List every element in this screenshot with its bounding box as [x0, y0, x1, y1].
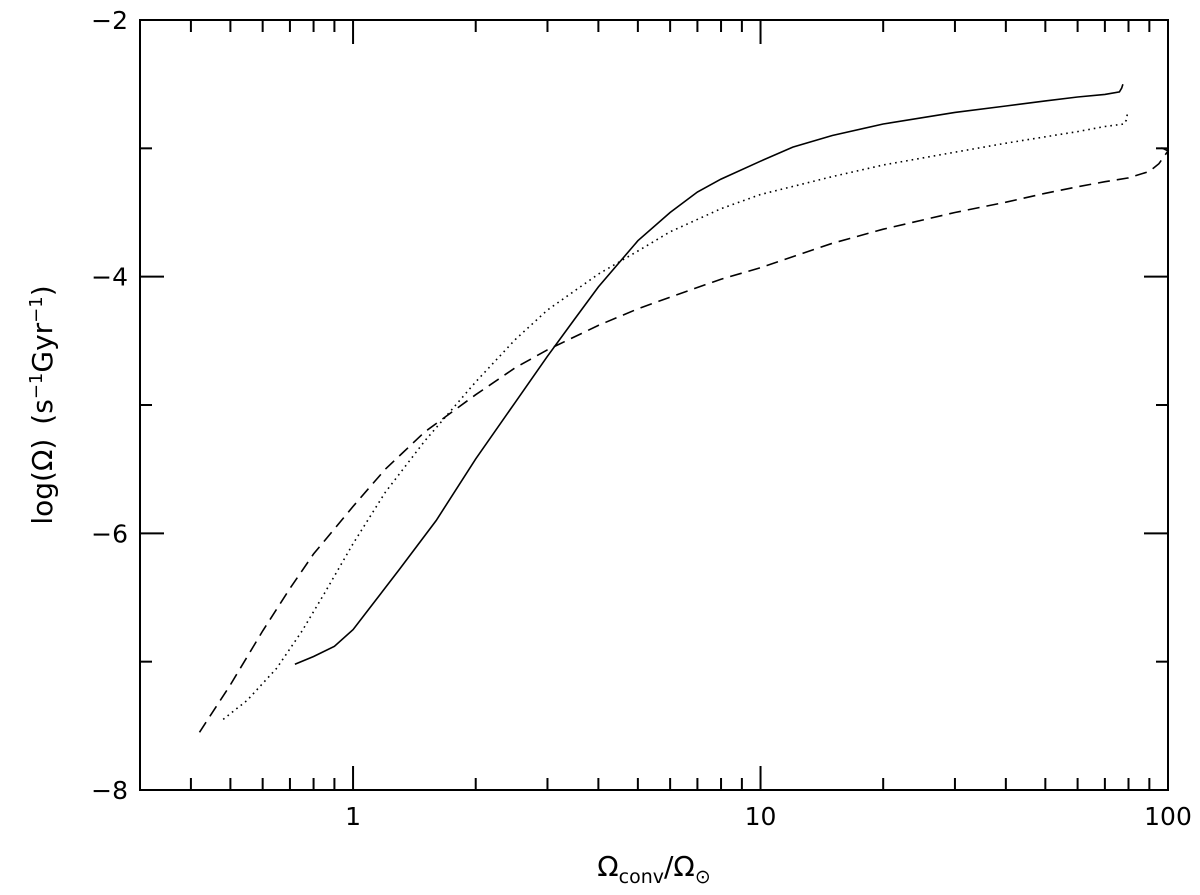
y-axis-title-log-open: log( — [26, 471, 59, 525]
y-tick-label: −6 — [91, 519, 128, 548]
y-tick-label: −2 — [91, 6, 128, 35]
y-tick-label: −4 — [91, 263, 128, 292]
y-axis-title-units-close: ) — [26, 285, 59, 296]
x-axis-title-slash: /Ω — [664, 850, 695, 883]
x-axis-title-sub2: ⊙ — [695, 866, 711, 888]
x-axis-title: Ωconv/Ω⊙ — [597, 850, 711, 888]
y-axis-title-units-open: (s — [26, 399, 59, 425]
y-tick-label: −8 — [91, 776, 128, 805]
y-axis-title-sup2: −1 — [26, 296, 47, 323]
series-line-dotted — [222, 113, 1129, 721]
series-line-dashed — [198, 146, 1170, 733]
tick-labels-layer: 1 10 100 −8 −6 −4 −2 — [91, 6, 1192, 831]
x-axis-title-omega: Ω — [597, 850, 618, 883]
x-axis-title-sub1: conv — [619, 866, 664, 888]
ticks-layer — [139, 19, 1169, 791]
x-tick-label: 10 — [745, 802, 777, 831]
y-axis-title-units-mid: Gyr — [26, 322, 59, 372]
y-axis-title: log(Ω)(s−1Gyr−1) — [26, 285, 59, 524]
series-layer — [198, 83, 1170, 733]
plot-frame — [139, 19, 1169, 791]
series-line-solid — [294, 83, 1124, 665]
x-tick-label: 1 — [345, 802, 361, 831]
y-axis-title-sup1: −1 — [26, 373, 47, 400]
y-axis-title-omega-dot: Ω — [26, 450, 59, 471]
y-axis-title-log-close: ) — [26, 439, 59, 450]
x-tick-label: 100 — [1144, 802, 1192, 831]
